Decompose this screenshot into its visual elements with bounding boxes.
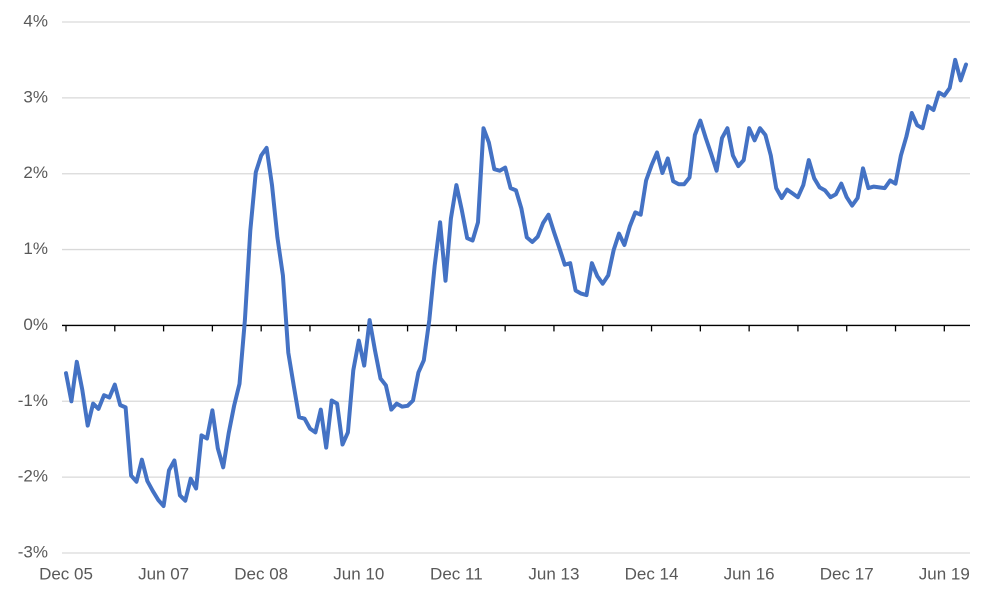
y-tick-label: -2% [18, 467, 48, 486]
x-tick-label: Jun 16 [724, 564, 775, 583]
x-tick-label: Jun 13 [528, 564, 579, 583]
y-tick-label: 1% [23, 239, 48, 258]
y-tick-label: -1% [18, 391, 48, 410]
x-tick-label: Jun 10 [333, 564, 384, 583]
line-series [64, 57, 968, 508]
x-tick-label: Dec 14 [625, 564, 679, 583]
x-tick-label: Jun 19 [919, 564, 970, 583]
x-tick-label: Dec 11 [430, 564, 483, 583]
x-tick-label: Dec 08 [234, 564, 288, 583]
x-tick-label: Jun 07 [138, 564, 189, 583]
x-tick-label: Dec 05 [39, 564, 93, 583]
y-tick-label: -3% [18, 542, 48, 561]
y-tick-label: 0% [23, 315, 48, 334]
y-tick-label: 2% [23, 163, 48, 182]
y-tick-label: 4% [23, 11, 48, 30]
x-tick-label: Dec 17 [820, 564, 874, 583]
y-tick-label: 3% [23, 87, 48, 106]
